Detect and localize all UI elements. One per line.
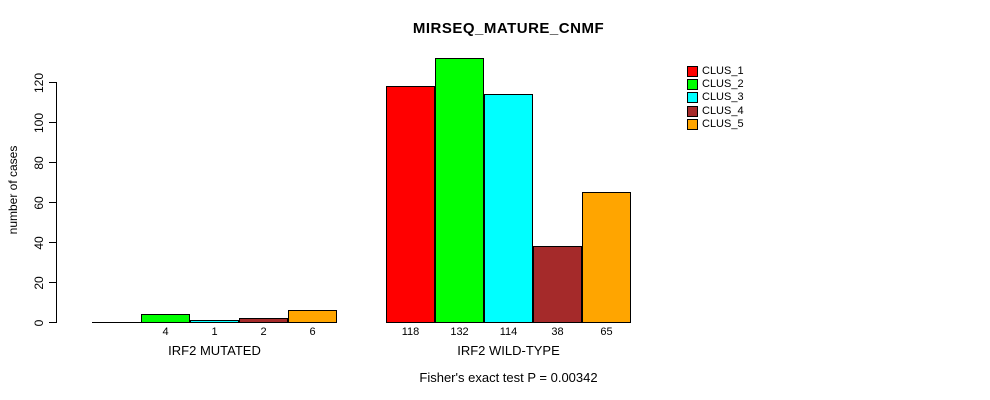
- y-tick-mark: [49, 82, 56, 83]
- legend-label-clus-3: CLUS_3: [702, 91, 744, 103]
- x-group-label-irf2-mutated: IRF2 MUTATED: [168, 343, 261, 358]
- y-axis-label: number of cases: [6, 145, 20, 235]
- y-tick-label: 120: [32, 72, 46, 93]
- bar-irf2-wild-type-clus-2: [435, 58, 484, 323]
- legend-label-clus-2: CLUS_2: [702, 78, 744, 90]
- legend-label-clus-5: CLUS_5: [702, 118, 744, 130]
- chart-title: MIRSEQ_MATURE_CNMF: [412, 20, 605, 37]
- bar-value-label: 118: [401, 326, 420, 338]
- legend-swatch-clus-3: [687, 92, 698, 103]
- bar-value-label: 114: [499, 326, 518, 338]
- legend-swatch-clus-5: [687, 119, 698, 130]
- y-tick-mark: [49, 162, 56, 163]
- y-tick-label: 40: [32, 235, 46, 250]
- y-tick-label: 60: [32, 195, 46, 210]
- y-tick-label: 100: [32, 112, 46, 133]
- bar-value-label: 1: [211, 326, 218, 338]
- bar-value-label: 132: [450, 326, 469, 338]
- bar-value-label: 65: [600, 326, 613, 338]
- bar-value-label: 4: [162, 326, 169, 338]
- y-tick-label: 80: [32, 155, 46, 170]
- y-tick-label: 0: [32, 319, 46, 326]
- y-tick-mark: [49, 322, 56, 323]
- legend-swatch-clus-1: [687, 66, 698, 77]
- y-tick-mark: [49, 202, 56, 203]
- legend-label-clus-4: CLUS_4: [702, 105, 744, 117]
- y-tick-mark: [49, 242, 56, 243]
- bar-irf2-wild-type-clus-1: [386, 86, 435, 323]
- y-axis-line: [56, 82, 57, 323]
- bar-irf2-wild-type-clus-4: [533, 246, 582, 323]
- legend-label-clus-1: CLUS_1: [702, 65, 744, 77]
- legend-swatch-clus-2: [687, 79, 698, 90]
- fisher-test-annotation: Fisher's exact test P = 0.00342: [419, 370, 598, 385]
- bar-irf2-mutated-clus-2: [141, 314, 190, 323]
- bar-irf2-mutated-clus-3: [190, 320, 239, 323]
- bar-irf2-mutated-clus-1: [92, 322, 141, 323]
- bar-irf2-mutated-clus-4: [239, 318, 288, 323]
- y-tick-mark: [49, 122, 56, 123]
- bar-value-label: 6: [309, 326, 316, 338]
- bar-irf2-mutated-clus-5: [288, 310, 337, 323]
- x-group-label-irf2-wild-type: IRF2 WILD-TYPE: [457, 343, 560, 358]
- bar-irf2-wild-type-clus-3: [484, 94, 533, 323]
- bar-value-label: 38: [551, 326, 564, 338]
- legend-swatch-clus-4: [687, 106, 698, 117]
- y-tick-label: 20: [32, 275, 46, 290]
- bar-value-label: 2: [260, 326, 267, 338]
- bar-irf2-wild-type-clus-5: [582, 192, 631, 323]
- y-tick-mark: [49, 282, 56, 283]
